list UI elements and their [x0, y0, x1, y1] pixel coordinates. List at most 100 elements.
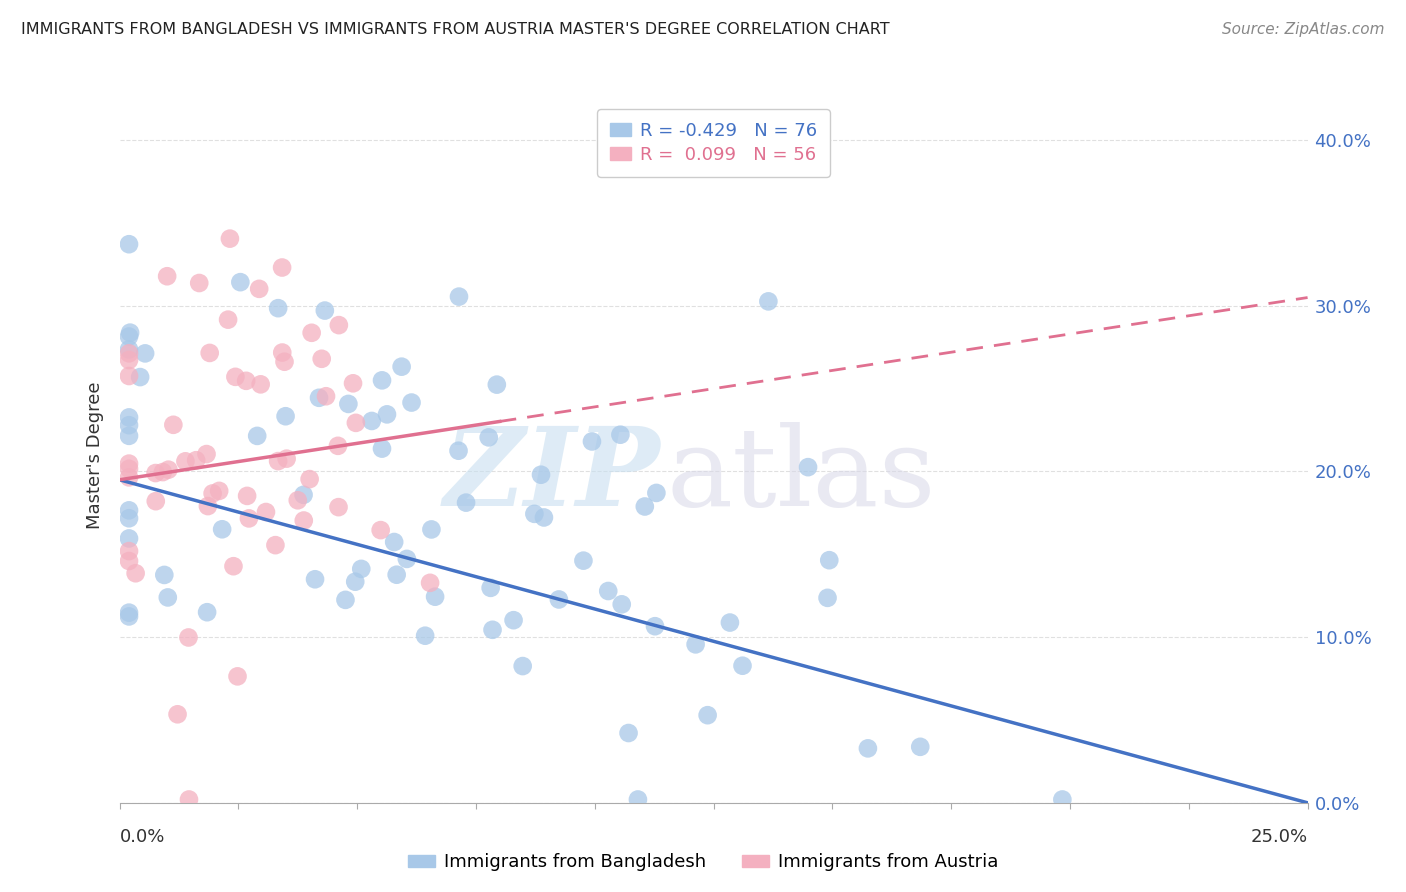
Point: [420, 523, 443, 537]
Point: [481, 623, 503, 637]
Point: [447, 290, 470, 304]
Point: [423, 590, 446, 604]
Point: [326, 439, 349, 453]
Point: [208, 483, 231, 498]
Point: [120, 326, 142, 340]
Point: [236, 489, 259, 503]
Point: [337, 397, 360, 411]
Point: [311, 351, 333, 366]
Point: [454, 495, 477, 509]
Point: [118, 462, 141, 476]
Point: [395, 552, 418, 566]
Point: [118, 329, 141, 343]
Point: [548, 592, 571, 607]
Point: [370, 523, 392, 537]
Point: [118, 343, 141, 357]
Point: [156, 269, 179, 284]
Point: [177, 792, 200, 806]
Point: [342, 376, 364, 391]
Point: [371, 442, 394, 456]
Point: [617, 726, 640, 740]
Point: [198, 346, 221, 360]
Point: [246, 429, 269, 443]
Point: [195, 605, 218, 619]
Point: [758, 294, 780, 309]
Point: [264, 538, 287, 552]
Point: [609, 427, 631, 442]
Point: [247, 282, 270, 296]
Point: [371, 373, 394, 387]
Point: [118, 353, 141, 368]
Point: [153, 568, 176, 582]
Point: [479, 581, 502, 595]
Point: [174, 454, 197, 468]
Point: [797, 460, 820, 475]
Point: [685, 637, 707, 651]
Point: [304, 572, 326, 586]
Point: [118, 429, 141, 443]
Point: [197, 499, 219, 513]
Y-axis label: Master's Degree: Master's Degree: [86, 381, 104, 529]
Point: [201, 486, 224, 500]
Point: [129, 370, 152, 384]
Point: [314, 303, 336, 318]
Point: [118, 346, 141, 360]
Point: [267, 454, 290, 468]
Point: [335, 592, 357, 607]
Point: [145, 466, 167, 480]
Point: [634, 500, 657, 514]
Point: [502, 613, 524, 627]
Point: [328, 318, 350, 332]
Point: [644, 619, 666, 633]
Point: [298, 472, 321, 486]
Point: [254, 505, 277, 519]
Point: [157, 463, 180, 477]
Point: [627, 792, 650, 806]
Point: [572, 554, 595, 568]
Point: [152, 465, 174, 479]
Point: [195, 447, 218, 461]
Point: [276, 451, 298, 466]
Point: [478, 430, 501, 444]
Legend: Immigrants from Bangladesh, Immigrants from Austria: Immigrants from Bangladesh, Immigrants f…: [401, 847, 1005, 879]
Point: [856, 741, 879, 756]
Point: [118, 503, 141, 517]
Point: [229, 275, 252, 289]
Point: [731, 658, 754, 673]
Point: [118, 532, 141, 546]
Point: [413, 629, 436, 643]
Point: [118, 544, 141, 558]
Point: [385, 567, 408, 582]
Point: [162, 417, 184, 432]
Point: [350, 562, 373, 576]
Point: [910, 739, 932, 754]
Point: [271, 345, 294, 359]
Point: [267, 301, 290, 315]
Legend: R = -0.429   N = 76, R =  0.099   N = 56: R = -0.429 N = 76, R = 0.099 N = 56: [598, 109, 830, 177]
Point: [718, 615, 741, 630]
Point: [817, 591, 839, 605]
Point: [156, 591, 179, 605]
Point: [360, 414, 382, 428]
Point: [188, 276, 211, 290]
Point: [186, 453, 208, 467]
Text: Source: ZipAtlas.com: Source: ZipAtlas.com: [1222, 22, 1385, 37]
Point: [217, 312, 239, 326]
Point: [512, 659, 534, 673]
Point: [118, 470, 141, 484]
Text: 0.0%: 0.0%: [120, 828, 165, 846]
Point: [344, 574, 367, 589]
Point: [166, 707, 188, 722]
Point: [391, 359, 413, 374]
Point: [1052, 792, 1074, 806]
Point: [222, 559, 245, 574]
Point: [118, 410, 141, 425]
Point: [581, 434, 603, 449]
Point: [273, 355, 295, 369]
Point: [382, 535, 405, 549]
Point: [238, 511, 260, 525]
Point: [274, 409, 297, 424]
Point: [118, 418, 141, 433]
Point: [818, 553, 841, 567]
Point: [118, 511, 141, 525]
